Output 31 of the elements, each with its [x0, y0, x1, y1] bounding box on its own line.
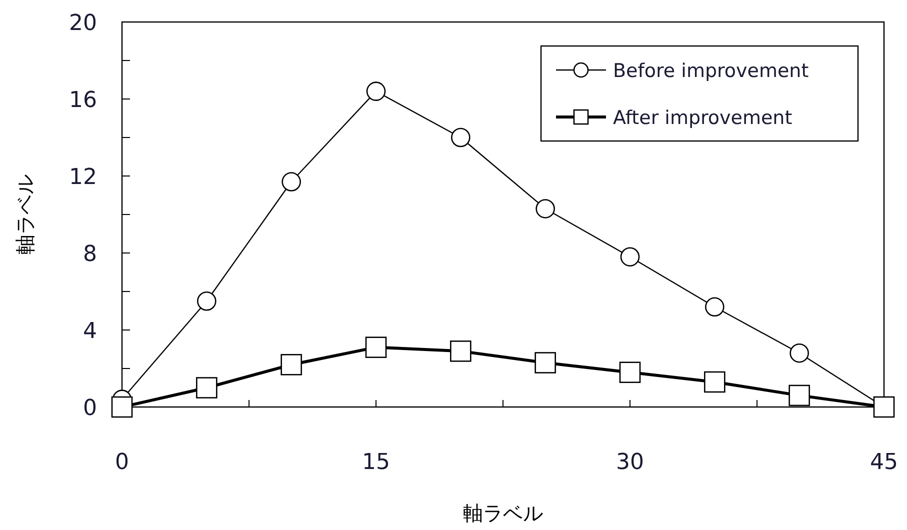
point — [196, 377, 218, 398]
point — [365, 336, 387, 358]
point — [197, 291, 216, 311]
point — [366, 82, 386, 101]
x-tick-label: 0 — [115, 450, 129, 475]
point — [620, 247, 640, 266]
y-tick-label: 12 — [69, 165, 97, 190]
x-tick-label: 45 — [870, 450, 898, 475]
x-tick-label: 15 — [362, 450, 390, 475]
point — [790, 343, 809, 363]
x-tick-label: 30 — [616, 450, 644, 475]
y-tick-label: 0 — [83, 396, 97, 421]
point — [282, 172, 301, 192]
point — [450, 340, 472, 362]
legend-label: Before improvement — [613, 60, 809, 82]
point — [704, 371, 726, 393]
point — [536, 199, 555, 218]
y-tick-label: 16 — [69, 88, 97, 113]
y-tick-label: 4 — [83, 319, 97, 344]
point — [705, 297, 724, 317]
legend-label: After improvement — [613, 107, 792, 129]
point — [451, 128, 470, 148]
x-axis-title: 軸ラベル — [463, 501, 543, 525]
y-axis-title: 軸ラベル — [13, 174, 37, 254]
point — [534, 352, 556, 374]
point — [111, 396, 133, 418]
point — [280, 354, 302, 376]
point — [619, 362, 641, 383]
point — [788, 384, 810, 406]
y-tick-label: 8 — [83, 242, 97, 267]
y-tick-label: 20 — [69, 11, 97, 36]
